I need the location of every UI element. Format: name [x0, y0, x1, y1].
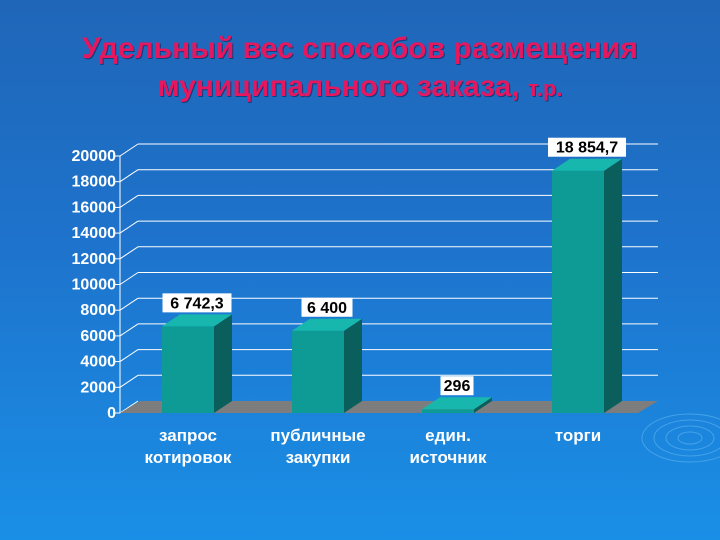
gridline-depth [119, 297, 139, 311]
title-line-2: муниципального заказа, т.р. [0, 68, 720, 108]
x-tick-label: един. [425, 426, 471, 445]
y-tick-label: 0 [107, 405, 116, 422]
x-tick-label: публичные [270, 426, 365, 445]
chart-title: Удельный вес способов размещения муницип… [0, 30, 720, 108]
title-unit: т.р. [528, 76, 563, 101]
data-label-box [301, 297, 353, 317]
gridline-depth [119, 400, 139, 414]
title-line-1: Удельный вес способов размещения [82, 32, 638, 65]
bar-top [162, 314, 232, 327]
gridline-depth [119, 246, 139, 260]
gridline-depth [119, 143, 139, 157]
data-label: 296 [444, 378, 471, 395]
y-tick-label: 2000 [80, 379, 116, 396]
gridline-depth [119, 374, 139, 388]
y-tick-label: 10000 [72, 277, 117, 294]
gridline-depth [119, 169, 139, 183]
water-ripple-decoration [641, 413, 720, 463]
y-tick-label: 16000 [72, 199, 117, 216]
x-tick-label: котировок [145, 448, 232, 467]
bar [162, 326, 214, 413]
bar [292, 330, 344, 413]
bar-top [552, 158, 622, 171]
gridline-depth [119, 349, 139, 363]
y-tick-label: 18000 [72, 174, 117, 191]
data-label: 6 400 [307, 300, 347, 317]
gridline-depth [119, 220, 139, 234]
data-label: 18 854,7 [556, 140, 618, 157]
data-label-box [162, 293, 232, 313]
gridline-depth [119, 272, 139, 285]
y-tick-label: 6000 [80, 328, 116, 345]
data-label-box [548, 137, 626, 157]
y-tick-label: 12000 [72, 251, 117, 268]
y-tick-label: 20000 [72, 148, 117, 165]
gridline-depth [119, 194, 139, 208]
data-label-box [440, 376, 474, 396]
bar-side [604, 158, 622, 413]
y-tick-label: 4000 [80, 354, 116, 371]
x-tick-label: источник [409, 448, 487, 467]
x-tick-label: закупки [286, 448, 351, 467]
bar-top [422, 397, 492, 410]
data-label: 6 742,3 [170, 295, 223, 312]
x-tick-label: запрос [159, 426, 217, 445]
y-tick-label: 8000 [80, 302, 116, 319]
bar-top [292, 318, 362, 331]
bar-side [344, 318, 362, 413]
bar-side [214, 314, 232, 413]
bar [422, 409, 474, 413]
gridline-depth [119, 323, 139, 337]
bar-side [474, 397, 492, 413]
title-line-2-text: муниципального заказа, [157, 70, 520, 103]
y-tick-label: 14000 [72, 225, 117, 242]
x-tick-label: торги [555, 426, 601, 445]
bar [552, 170, 604, 413]
chart-floor [120, 401, 658, 413]
